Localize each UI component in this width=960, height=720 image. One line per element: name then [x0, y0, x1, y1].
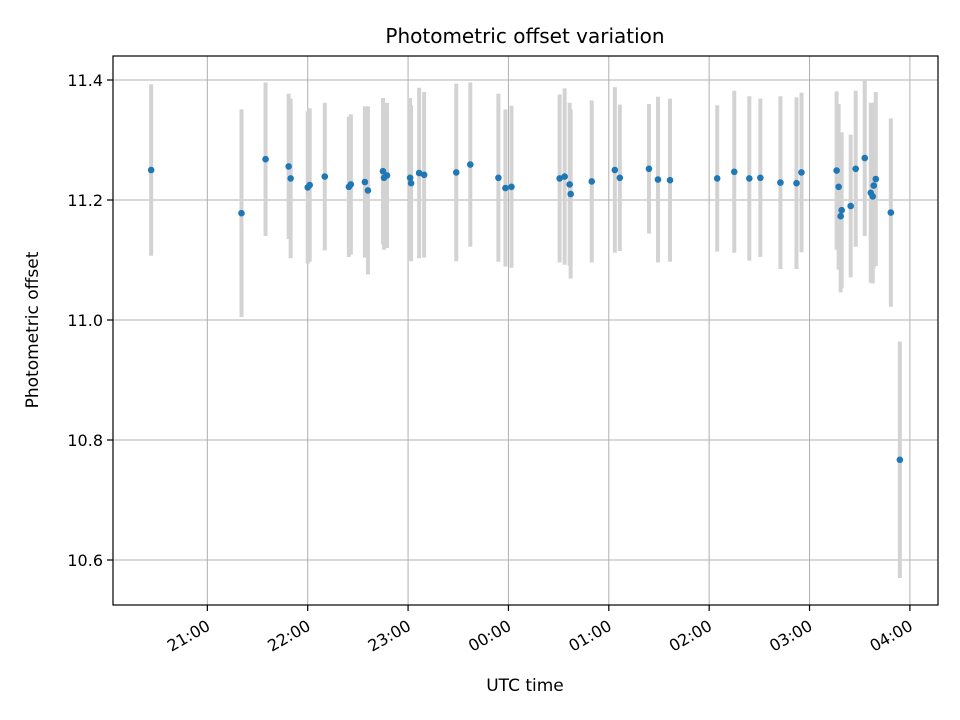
data-point — [654, 176, 662, 183]
data-point — [645, 165, 653, 173]
data-point — [567, 190, 574, 198]
data-point — [616, 174, 624, 182]
data-point — [495, 174, 502, 182]
data-point — [508, 183, 515, 191]
y-tick-label: 11.4 — [67, 71, 103, 90]
data-point — [793, 179, 800, 187]
data-point — [837, 212, 844, 220]
data-point — [379, 167, 387, 175]
grid-lines — [113, 56, 938, 605]
data-point — [452, 169, 460, 176]
data-point — [364, 187, 372, 194]
data-point — [757, 174, 764, 182]
data-point — [420, 171, 428, 179]
data-point — [861, 154, 869, 162]
data-point — [833, 167, 840, 174]
data-point — [869, 193, 877, 200]
y-tick-label: 10.8 — [67, 431, 103, 450]
y-axis-ticks: 10.6 10.8 11.0 11.2 11.4 — [67, 71, 113, 570]
data-point — [847, 202, 854, 210]
y-axis-title: Photometric offset — [23, 251, 43, 408]
data-point — [285, 163, 292, 170]
data-point — [872, 175, 880, 183]
data-point — [588, 178, 596, 185]
data-point — [896, 456, 904, 464]
data-point — [502, 184, 509, 192]
data-point — [870, 182, 878, 189]
data-point — [611, 166, 619, 174]
data-point — [262, 155, 269, 163]
data-point — [561, 173, 568, 180]
y-tick-label: 11.2 — [67, 191, 103, 210]
data-point — [666, 176, 674, 184]
data-point — [556, 175, 563, 182]
data-point — [407, 179, 415, 187]
data-point — [347, 181, 355, 188]
data-point — [406, 174, 414, 182]
data-point — [287, 175, 294, 182]
data-point — [777, 179, 784, 186]
y-tick-label: 10.6 — [67, 551, 103, 570]
data-point — [361, 178, 369, 186]
data-point — [835, 183, 842, 191]
data-point — [566, 181, 573, 188]
data-point — [466, 161, 474, 168]
data-point — [838, 206, 845, 214]
y-tick-label: 11.0 — [67, 311, 103, 330]
data-point — [730, 168, 738, 176]
data-point — [321, 173, 329, 180]
data-point — [852, 165, 860, 173]
data-point — [383, 172, 391, 179]
data-points — [147, 154, 904, 464]
data-point — [746, 175, 753, 182]
chart-title: Photometric offset variation — [385, 24, 664, 48]
x-axis-title: UTC time — [486, 676, 564, 696]
data-point — [798, 169, 805, 176]
data-point — [887, 209, 895, 216]
plot-frame — [112, 55, 939, 606]
data-point — [238, 209, 245, 217]
data-point — [713, 175, 721, 182]
data-point — [147, 166, 155, 174]
data-point — [415, 169, 423, 177]
data-point — [306, 181, 314, 189]
